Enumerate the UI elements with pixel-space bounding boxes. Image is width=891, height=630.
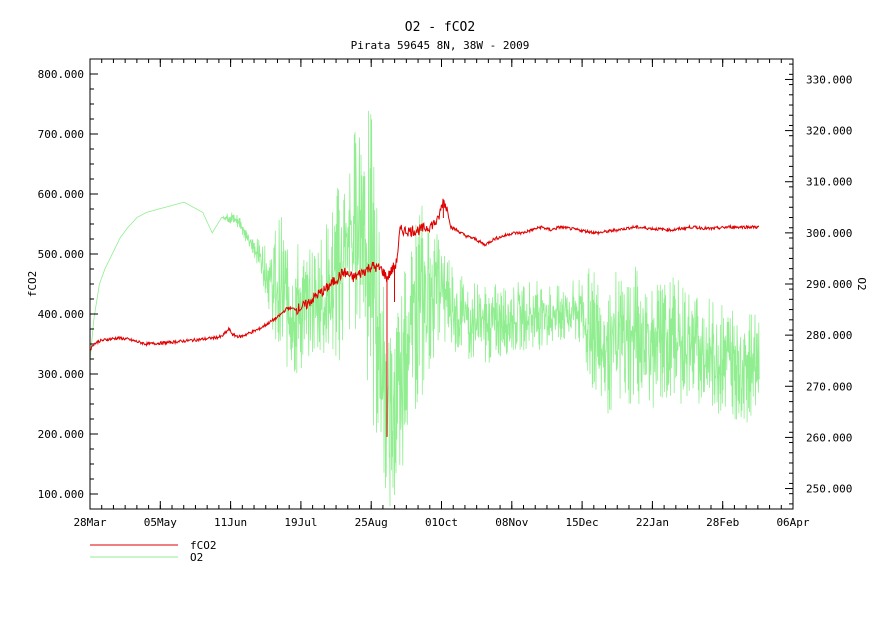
- y-right-tick-label: 280.000: [806, 329, 852, 342]
- x-tick-label: 05May: [144, 516, 177, 529]
- y-right-tick-label: 260.000: [806, 431, 852, 444]
- x-tick-label: 22Jan: [636, 516, 669, 529]
- o2-series: [89, 110, 760, 507]
- o2-line: [89, 110, 760, 507]
- x-tick-label: 06Apr: [776, 516, 809, 529]
- x-tick-label: 11Jun: [214, 516, 247, 529]
- legend-label-fco2: fCO2: [190, 539, 217, 552]
- fco2-line: [89, 198, 760, 351]
- y-right-tick-label: 310.000: [806, 176, 852, 189]
- x-tick-label: 01Oct: [425, 516, 458, 529]
- legend-label-o2: O2: [190, 551, 203, 564]
- y-left-tick-label: 400.000: [38, 308, 84, 321]
- x-tick-label: 19Jul: [284, 516, 317, 529]
- y-axis-left-label: fCO2: [26, 271, 39, 298]
- y-right-tick-label: 270.000: [806, 380, 852, 393]
- y-right-tick-label: 290.000: [806, 278, 852, 291]
- x-tick-label: 28Mar: [73, 516, 106, 529]
- y-left-tick-label: 100.000: [38, 488, 84, 501]
- x-tick-label: 25Aug: [355, 516, 388, 529]
- y-right-tick-label: 330.000: [806, 73, 852, 86]
- y-left-tick-label: 600.000: [38, 188, 84, 201]
- y-axis-left: 100.000 200.000 300.000 400.000 500.000 600.0…: [38, 58, 98, 510]
- y-left-tick-label: 700.000: [38, 128, 84, 141]
- y-left-tick-label: 800.000: [38, 68, 84, 81]
- x-tick-label: 08Nov: [495, 516, 528, 529]
- y-right-tick-label: 320.000: [806, 125, 852, 138]
- x-axis: 28Mar 05May 11Jun 19Jul 25Aug 01Oct 08Nov 15Dec…: [73, 59, 810, 529]
- x-tick-label: 15Dec: [566, 516, 599, 529]
- legend: fCO2 O2: [90, 539, 217, 564]
- y-axis-right: 250.000 260.000 270.000 280.000 290.000 300.0…: [785, 63, 852, 505]
- chart-subtitle: Pirata 59645 8N, 38W - 2009: [351, 39, 530, 52]
- fco2-series: [89, 198, 760, 437]
- y-axis-right-label: O2: [855, 277, 868, 290]
- y-left-tick-label: 500.000: [38, 248, 84, 261]
- y-left-tick-label: 300.000: [38, 368, 84, 381]
- x-tick-label: 28Feb: [706, 516, 739, 529]
- chart-title: O2 - fCO2: [405, 20, 475, 35]
- y-left-tick-label: 200.000: [38, 428, 84, 441]
- y-right-tick-label: 300.000: [806, 227, 852, 240]
- y-right-tick-label: 250.000: [806, 483, 852, 496]
